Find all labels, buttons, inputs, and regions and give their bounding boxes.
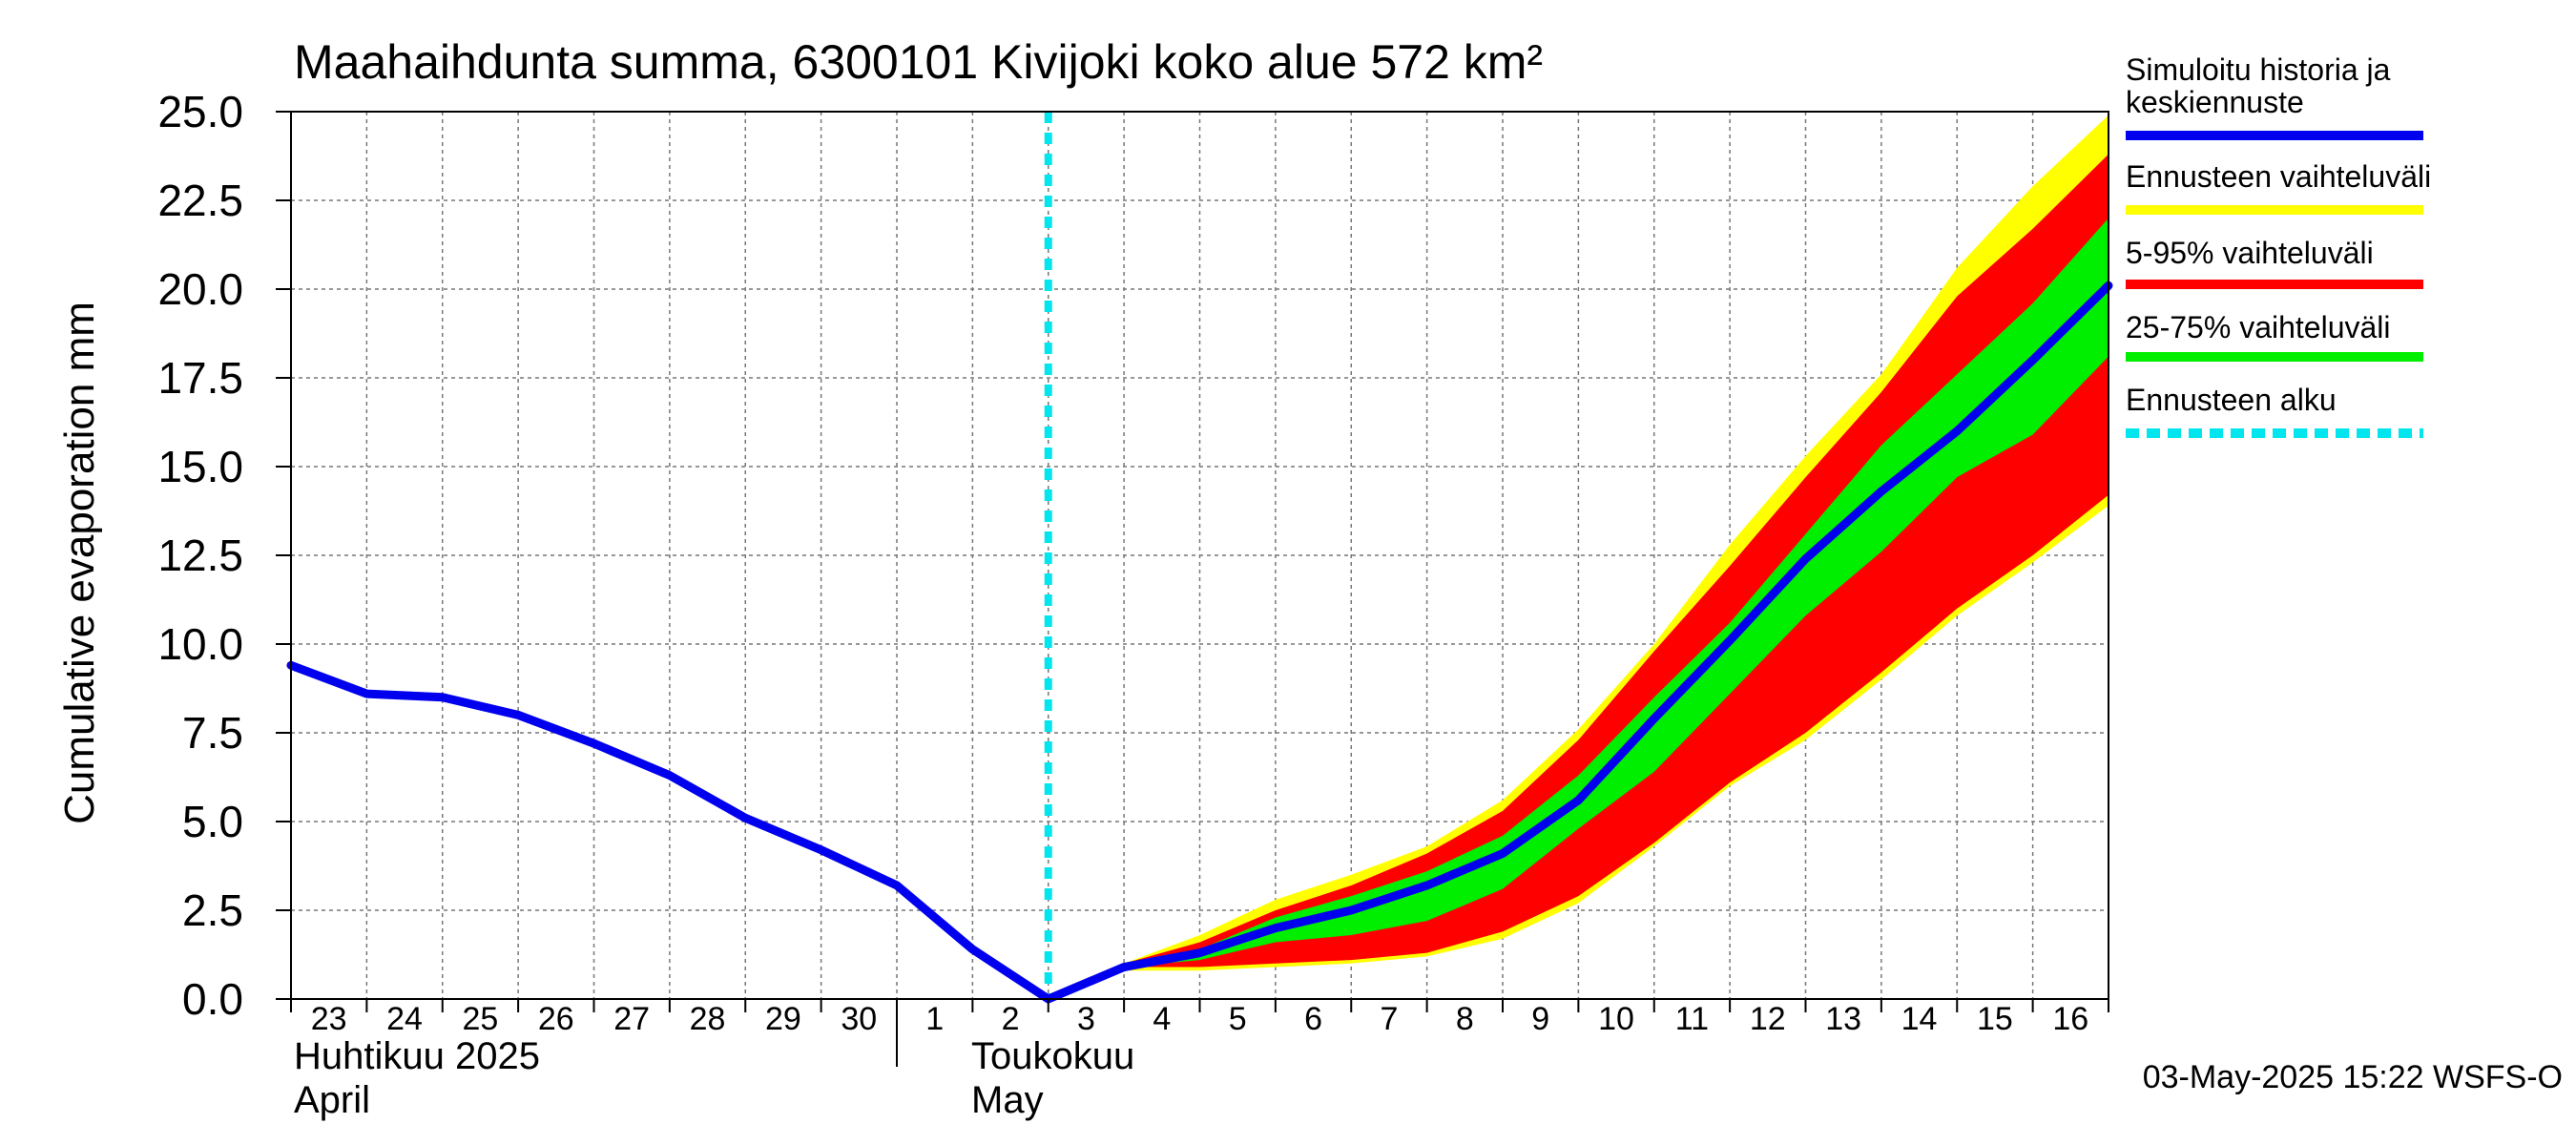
legend-label: Simuloitu historia ja (2126, 52, 2391, 87)
x-tick-label: 24 (386, 1001, 423, 1037)
x-axis: Huhtikuu 2025 April Toukokuu May 23 24 25 2… (290, 999, 2109, 1121)
month-label-may-fi: Toukokuu (971, 1035, 1134, 1077)
x-tick-label: 2 (1002, 1001, 1020, 1037)
x-tick-label: 16 (2052, 1001, 2088, 1037)
x-tick-label: 29 (765, 1001, 801, 1037)
x-tick-label: 4 (1153, 1001, 1171, 1037)
x-tick-label: 15 (1977, 1001, 2013, 1037)
x-tick-label: 13 (1825, 1001, 1861, 1037)
x-tick-label: 6 (1304, 1001, 1322, 1037)
y-tick-label: 15.0 (157, 442, 243, 491)
x-tick-label: 12 (1750, 1001, 1786, 1037)
x-tick-label: 23 (311, 1001, 347, 1037)
x-tick-label: 14 (1901, 1001, 1938, 1037)
legend-label: Ennusteen vaihteluväli (2126, 159, 2431, 194)
median-line (286, 281, 2113, 1004)
y-tick-label: 0.0 (182, 974, 243, 1024)
series-lines (286, 112, 2113, 1004)
x-tick-label: 30 (841, 1001, 877, 1037)
y-tick-label: 12.5 (157, 531, 243, 580)
y-tick-label: 5.0 (182, 797, 243, 846)
chart-title: Maahaihdunta summa, 6300101 Kivijoki kok… (294, 35, 1543, 89)
x-tick-label: 28 (690, 1001, 726, 1037)
y-tick-label: 20.0 (157, 264, 243, 314)
y-tick-label: 25.0 (157, 87, 243, 136)
legend-label: keskiennuste (2126, 85, 2304, 119)
month-label-may-en: May (971, 1079, 1044, 1121)
x-tick-label: 11 (1675, 1001, 1709, 1037)
x-tick-label: 8 (1456, 1001, 1474, 1037)
band-5-95-vaihteluv-li (1124, 154, 2109, 968)
x-tick-label: 7 (1380, 1001, 1398, 1037)
y-tick-label: 22.5 (157, 176, 243, 225)
x-tick-label: 5 (1229, 1001, 1247, 1037)
x-tick-label: 3 (1077, 1001, 1095, 1037)
footer-timestamp: 03-May-2025 15:22 WSFS-O (2143, 1059, 2563, 1095)
x-tick-label: 26 (538, 1001, 574, 1037)
month-label-april-en: April (294, 1079, 370, 1121)
legend-label: 5-95% vaihteluväli (2126, 236, 2374, 270)
y-tick-label: 10.0 (157, 619, 243, 669)
x-tick-label: 25 (463, 1001, 499, 1037)
y-axis: 0.0 2.5 5.0 7.5 10.0 12.5 15.0 17.5 20.0 22.5 25.0 (157, 87, 291, 1024)
y-axis-label: Cumulative evaporation mm (56, 302, 103, 824)
legend-label: Ennusteen alku (2126, 383, 2337, 417)
legend-label: 25-75% vaihteluväli (2126, 310, 2391, 344)
x-tick-label: 27 (613, 1001, 650, 1037)
month-label-april-fi: Huhtikuu 2025 (294, 1035, 540, 1077)
y-tick-label: 17.5 (157, 353, 243, 403)
x-tick-label: 9 (1531, 1001, 1549, 1037)
y-tick-label: 7.5 (182, 708, 243, 758)
y-tick-label: 2.5 (182, 885, 243, 935)
forecast-bands (1124, 114, 2109, 971)
x-tick-label: 10 (1598, 1001, 1634, 1037)
x-tick-label: 1 (925, 1001, 944, 1037)
